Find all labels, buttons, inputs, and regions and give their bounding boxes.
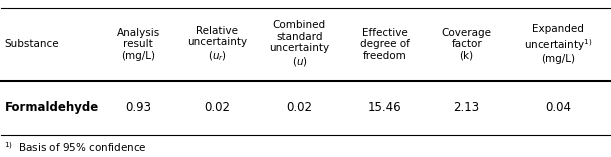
Text: Formaldehyde: Formaldehyde	[4, 101, 99, 114]
Text: 0.02: 0.02	[204, 101, 230, 114]
Text: Combined
standard
uncertainty
($u$): Combined standard uncertainty ($u$)	[269, 20, 329, 68]
Text: Substance: Substance	[4, 39, 59, 49]
Text: Effective
degree of
freedom: Effective degree of freedom	[360, 28, 409, 61]
Text: 0.02: 0.02	[287, 101, 312, 114]
Text: 0.04: 0.04	[545, 101, 571, 114]
Text: 0.93: 0.93	[125, 101, 152, 114]
Text: Relative
uncertainty
($u_r$): Relative uncertainty ($u_r$)	[187, 26, 247, 63]
Text: Analysis
result
(mg/L): Analysis result (mg/L)	[117, 28, 160, 61]
Text: Expanded
uncertainty$^{1)}$
(mg/L): Expanded uncertainty$^{1)}$ (mg/L)	[524, 24, 592, 64]
Text: Coverage
factor
(k): Coverage factor (k)	[442, 28, 492, 61]
Text: 15.46: 15.46	[368, 101, 401, 114]
Text: 2.13: 2.13	[453, 101, 480, 114]
Text: $^{1)}$  Basis of 95% confidence: $^{1)}$ Basis of 95% confidence	[4, 140, 147, 154]
